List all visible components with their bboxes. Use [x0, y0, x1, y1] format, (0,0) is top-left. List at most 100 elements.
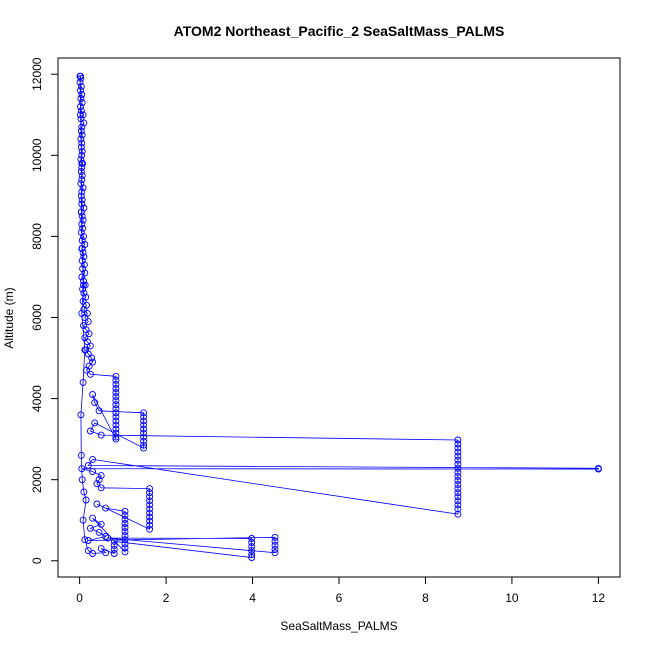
- data-point: [594, 465, 602, 473]
- data-point: [146, 521, 154, 529]
- data-point: [78, 159, 86, 167]
- y-tick-label: 2000: [30, 466, 44, 493]
- x-tick-label: 4: [249, 591, 256, 605]
- data-point: [110, 537, 118, 545]
- data-point: [86, 524, 94, 532]
- data-point: [121, 507, 129, 515]
- x-axis-label: SeaSaltMass_PALMS: [280, 619, 397, 633]
- data-point: [140, 444, 148, 452]
- data-point: [454, 485, 462, 493]
- data-point: [248, 535, 256, 542]
- data-point: [79, 216, 87, 224]
- data-point: [112, 385, 120, 392]
- data-point: [112, 380, 120, 388]
- data-point: [78, 200, 86, 208]
- data-point: [89, 358, 97, 366]
- data-point: [112, 413, 120, 421]
- data-point: [102, 549, 110, 557]
- data-point: [85, 330, 93, 338]
- y-tick-label: 10000: [30, 138, 44, 172]
- data-point: [78, 147, 86, 155]
- data-point: [140, 429, 148, 437]
- data-point: [77, 155, 85, 163]
- data-point: [112, 397, 120, 405]
- data-point: [77, 82, 85, 90]
- data-point: [140, 425, 148, 433]
- data-point: [77, 180, 85, 188]
- y-tick-label: 0: [30, 557, 44, 564]
- x-tick-label: 6: [336, 591, 343, 605]
- data-point: [454, 497, 462, 505]
- data-point: [121, 544, 129, 552]
- data-point: [79, 249, 87, 257]
- data-point: [146, 509, 154, 517]
- data-point: [140, 433, 148, 441]
- data-point: [271, 545, 279, 553]
- data-point: [77, 127, 85, 135]
- data-point: [80, 289, 88, 297]
- data-point: [112, 417, 120, 425]
- data-point: [78, 176, 86, 184]
- data-point: [454, 481, 462, 489]
- data-point: [146, 489, 154, 497]
- data-point: [121, 511, 129, 519]
- data-point: [121, 532, 129, 540]
- y-axis: 0 2000 4000 6000 8000 10000 12000: [30, 57, 59, 564]
- data-point: [454, 501, 462, 509]
- data-point: [82, 496, 90, 504]
- data-point: [104, 534, 112, 542]
- series-layer: [76, 72, 602, 561]
- data-point: [84, 547, 92, 555]
- data-point: [112, 425, 120, 433]
- data-point: [112, 409, 120, 417]
- data-point: [91, 419, 99, 427]
- data-point: [454, 460, 462, 468]
- data-point: [146, 513, 154, 521]
- data-point: [79, 285, 87, 293]
- x-tick-label: 12: [592, 591, 606, 605]
- x-axis: 0 2 4 6 8 10 12: [76, 576, 606, 605]
- data-point: [271, 549, 279, 557]
- data-point: [248, 547, 256, 555]
- data-point: [112, 401, 120, 409]
- data-point: [84, 350, 92, 358]
- data-point: [97, 431, 105, 439]
- data-point: [454, 444, 462, 452]
- data-point: [95, 407, 103, 415]
- data-point: [140, 441, 148, 449]
- data-point: [77, 103, 84, 111]
- data-point: [80, 281, 87, 289]
- data-point: [86, 427, 94, 435]
- data-point: [140, 413, 148, 421]
- data-point: [112, 435, 120, 443]
- data-point: [112, 433, 120, 441]
- data-point: [146, 497, 154, 505]
- data-point: [79, 516, 87, 524]
- data-point: [78, 245, 86, 253]
- data-point: [78, 476, 86, 484]
- data-point: [77, 208, 85, 216]
- data-point: [78, 309, 86, 317]
- data-point: [78, 188, 86, 196]
- data-point: [78, 123, 86, 131]
- data-point: [84, 462, 92, 469]
- data-point: [81, 346, 89, 354]
- data-point: [79, 224, 87, 232]
- data-point: [121, 536, 129, 544]
- y-tick-label: 4000: [30, 385, 44, 412]
- data-point: [91, 399, 99, 407]
- data-point: [78, 131, 86, 139]
- data-point: [80, 488, 88, 496]
- data-point: [93, 500, 101, 508]
- data-point: [248, 543, 256, 551]
- chart-title: ATOM2 Northeast_Pacific_2 SeaSaltMass_PA…: [174, 23, 505, 39]
- data-point: [102, 504, 110, 512]
- data-point: [77, 228, 85, 236]
- data-point: [78, 257, 86, 265]
- data-point: [80, 232, 87, 240]
- y-axis-label: Altitude (m): [2, 287, 16, 348]
- data-point: [97, 472, 105, 480]
- data-point: [146, 493, 154, 501]
